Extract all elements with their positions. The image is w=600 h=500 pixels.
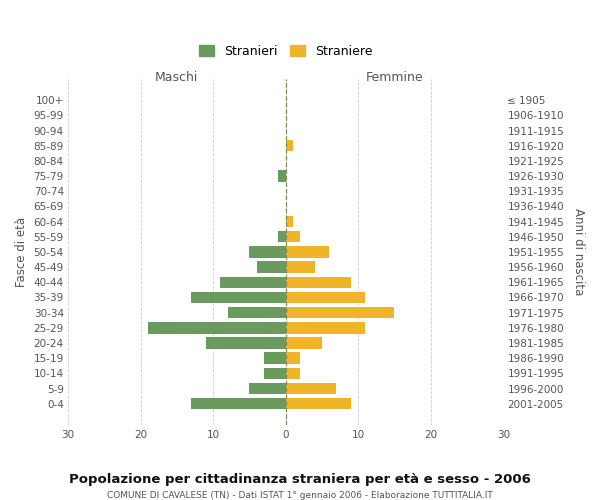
Bar	[286, 368, 300, 379]
Bar	[206, 338, 286, 348]
Bar	[286, 276, 351, 288]
Bar	[227, 307, 286, 318]
Bar	[286, 246, 329, 258]
Bar	[191, 398, 286, 409]
Bar	[286, 216, 293, 228]
Bar	[286, 262, 314, 273]
Bar	[257, 262, 286, 273]
Bar	[286, 307, 394, 318]
Bar	[286, 292, 365, 303]
Bar	[191, 292, 286, 303]
Text: Popolazione per cittadinanza straniera per età e sesso - 2006: Popolazione per cittadinanza straniera p…	[69, 472, 531, 486]
Bar	[278, 231, 286, 242]
Bar	[286, 398, 351, 409]
Bar	[264, 368, 286, 379]
Bar	[250, 383, 286, 394]
Bar	[148, 322, 286, 334]
Bar	[278, 170, 286, 182]
Text: Maschi: Maschi	[155, 70, 199, 84]
Bar	[286, 352, 300, 364]
Text: Femmine: Femmine	[365, 70, 423, 84]
Bar	[286, 383, 337, 394]
Bar	[220, 276, 286, 288]
Legend: Stranieri, Straniere: Stranieri, Straniere	[194, 40, 377, 63]
Bar	[286, 322, 365, 334]
Y-axis label: Anni di nascita: Anni di nascita	[572, 208, 585, 296]
Bar	[264, 352, 286, 364]
Bar	[286, 140, 293, 151]
Text: COMUNE DI CAVALESE (TN) - Dati ISTAT 1° gennaio 2006 - Elaborazione TUTTITALIA.I: COMUNE DI CAVALESE (TN) - Dati ISTAT 1° …	[107, 491, 493, 500]
Bar	[286, 338, 322, 348]
Y-axis label: Fasce di età: Fasce di età	[15, 217, 28, 287]
Bar	[250, 246, 286, 258]
Bar	[286, 231, 300, 242]
